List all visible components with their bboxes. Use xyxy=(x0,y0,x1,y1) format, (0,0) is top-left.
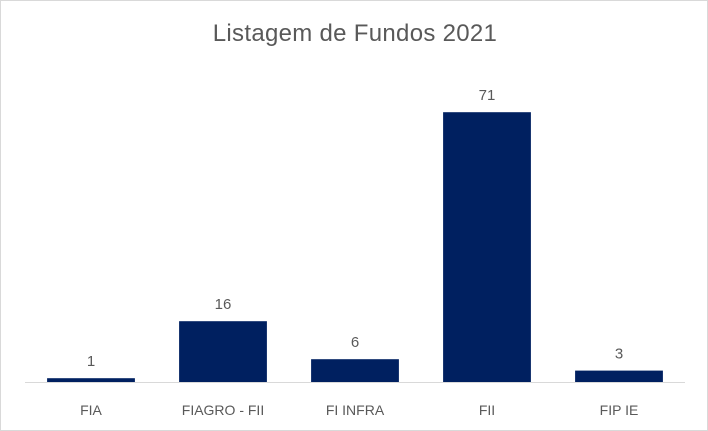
data-label-fii: 71 xyxy=(479,87,496,104)
bar-fip-ie xyxy=(575,370,663,382)
data-label-fia: 1 xyxy=(87,353,95,370)
x-tick-label-fii: FII xyxy=(479,402,495,418)
bar-fii xyxy=(443,112,531,382)
data-label-fi-infra: 6 xyxy=(351,334,359,351)
bars-layer xyxy=(47,112,663,382)
x-tick-label-fip-ie: FIP IE xyxy=(600,402,639,418)
data-label-fiagro-fii: 16 xyxy=(215,296,232,313)
x-tick-label-fia: FIA xyxy=(80,402,102,418)
bar-fi-infra xyxy=(311,359,399,382)
bar-fiagro-fii xyxy=(179,321,267,382)
data-label-fip-ie: 3 xyxy=(615,346,623,363)
chart-title: Listagem de Fundos 2021 xyxy=(212,20,498,47)
x-tick-label-fiagro-fii: FIAGRO - FII xyxy=(182,402,264,418)
bar-fia xyxy=(47,378,135,382)
x-tick-label-fi-infra: FI INFRA xyxy=(326,402,385,418)
labels-layer: 1 FIA 16 FIAGRO - FII 6 FI INFRA 71 FII 3 FIP IE xyxy=(80,87,638,418)
